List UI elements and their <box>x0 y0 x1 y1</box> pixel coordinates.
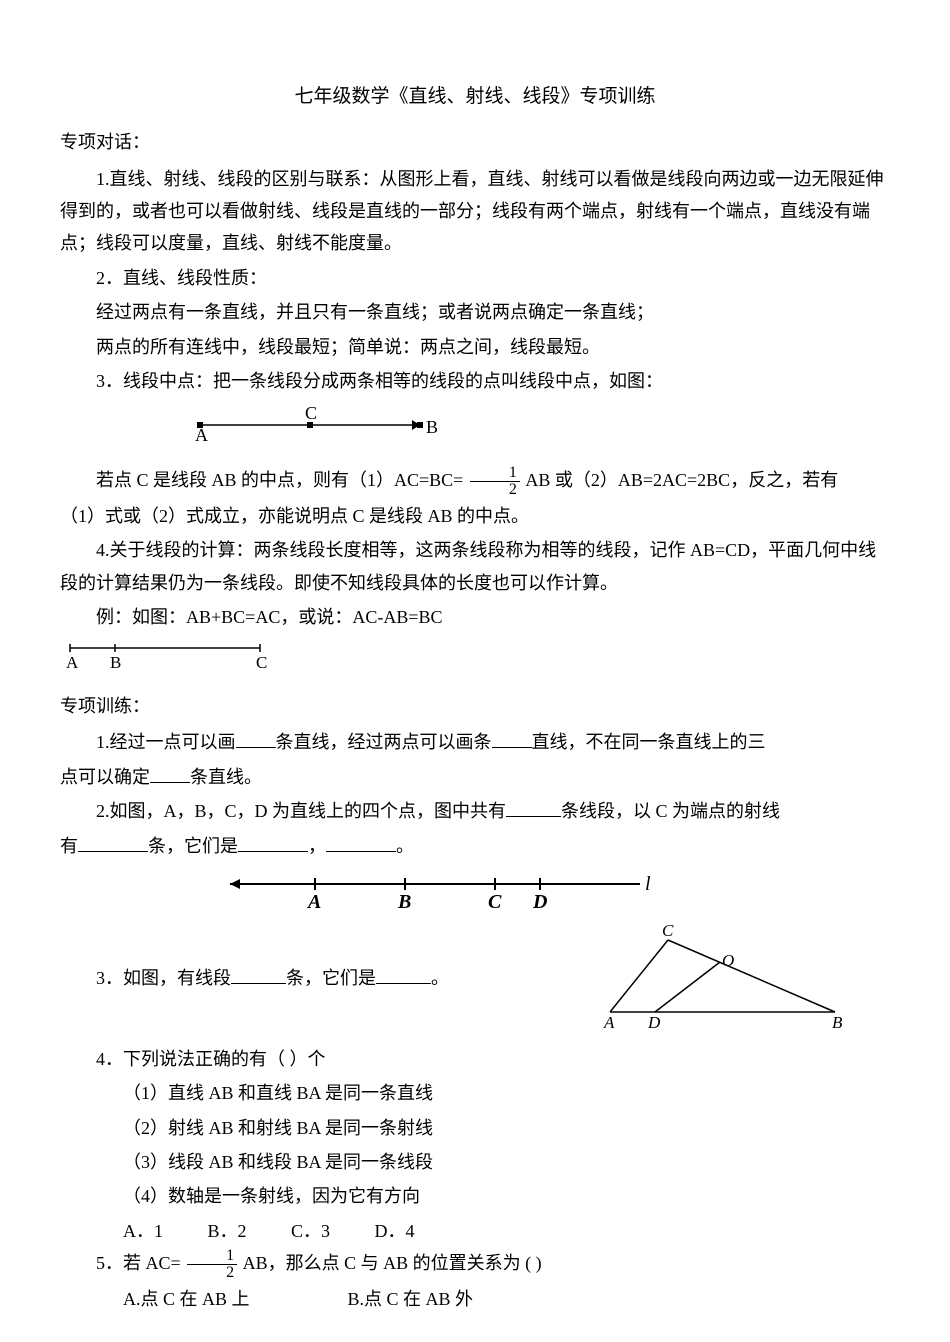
q1-c: 直线，不在同一条直线上的三 <box>532 732 766 752</box>
q4-choices: A．1 B．2 C．3 D．4 <box>60 1215 890 1247</box>
q5-choice-A: A.点 C 在 AB 上 <box>123 1283 343 1315</box>
q4-choice-A: A．1 <box>123 1221 163 1241</box>
label-A4: A <box>603 1013 615 1032</box>
diagram-line-abcd: A B C D l <box>220 870 890 924</box>
q4-opt-1: （1）直线 AB 和直线 BA 是同一条直线 <box>60 1077 890 1109</box>
diagram-midpoint: A C B <box>180 405 890 455</box>
q2-sep: ， <box>308 836 326 856</box>
q4-choice-C: C．3 <box>291 1221 330 1241</box>
label-B: B <box>426 417 438 437</box>
label-B2: B <box>110 653 121 672</box>
fraction-half-2: 1 2 <box>187 1248 237 1281</box>
para-1: 1.直线、射线、线段的区别与联系：从图形上看，直线、射线可以看做是线段向两边或一… <box>60 163 890 260</box>
question-1-cont: 点可以确定 条直线。 <box>60 761 890 793</box>
label-B3: B <box>397 891 411 913</box>
q2-end: 。 <box>396 836 414 856</box>
blank <box>492 730 532 748</box>
question-2: 2.如图，A，B，C，D 为直线上的四个点，图中共有 条线段，以 C 为端点的射线 <box>60 795 890 827</box>
para-4-cont: （1）式或（2）式成立，亦能说明点 C 是线段 AB 的中点。 <box>60 500 890 532</box>
q1-b: 条直线，经过两点可以画条 <box>276 732 492 752</box>
diagram-triangle: A B C D O <box>590 922 850 1042</box>
para-4: 若点 C 是线段 AB 的中点，则有（1）AC=BC= 1 2 AB 或（2）A… <box>60 464 890 498</box>
q1-e: 条直线。 <box>190 767 262 787</box>
label-C4: C <box>662 922 674 940</box>
label-C2: C <box>256 653 267 672</box>
q4-choice-D: D．4 <box>375 1221 415 1241</box>
q1-d: 点可以确定 <box>60 767 150 787</box>
blank <box>326 834 396 852</box>
q5-a: 5．若 AC= <box>96 1253 185 1273</box>
label-C: C <box>305 405 317 423</box>
frac-den: 2 <box>187 1265 237 1281</box>
q3-c: 。 <box>431 968 449 988</box>
question-5: 5．若 AC= 1 2 AB，那么点 C 与 AB 的位置关系为 ( ) <box>60 1247 890 1281</box>
label-O: O <box>722 951 734 970</box>
q2-b: 条线段，以 C 为端点的射线 <box>561 801 780 821</box>
p4-suffix: AB 或（2）AB=2AC=2BC，反之，若有 <box>525 470 838 490</box>
blank <box>231 966 286 984</box>
q2-c: 有 <box>60 836 78 856</box>
q2-d: 条，它们是 <box>148 836 238 856</box>
blank <box>238 834 308 852</box>
q5-b: AB，那么点 C 与 AB 的位置关系为 ( ) <box>243 1253 542 1273</box>
blank <box>78 834 148 852</box>
frac-den: 2 <box>470 482 520 498</box>
blank <box>506 799 561 817</box>
label-A2: A <box>66 653 79 672</box>
blank <box>376 966 431 984</box>
q3-a: 3．如图，有线段 <box>96 968 231 988</box>
blank <box>150 765 190 783</box>
label-A: A <box>195 425 208 445</box>
para-2a: 经过两点有一条直线，并且只有一条直线；或者说两点确定一条直线； <box>60 296 890 328</box>
question-2-cont: 有 条，它们是 ， 。 <box>60 830 890 862</box>
para-5a: 例：如图：AB+BC=AC，或说：AC-AB=BC <box>60 601 890 633</box>
diagram-abc: A B C <box>60 638 890 682</box>
para-5: 4.关于线段的计算：两条线段长度相等，这两条线段称为相等的线段，记作 AB=CD… <box>60 534 890 599</box>
dialogue-heading: 专项对话： <box>60 126 890 158</box>
q2-a: 2.如图，A，B，C，D 为直线上的四个点，图中共有 <box>96 801 506 821</box>
label-A3: A <box>306 891 321 913</box>
q4-opt-2: （2）射线 AB 和射线 BA 是同一条射线 <box>60 1112 890 1144</box>
q4-opt-4: （4）数轴是一条射线，因为它有方向 <box>60 1180 890 1212</box>
blank <box>236 730 276 748</box>
q4-opt-3: （3）线段 AB 和线段 BA 是同一条线段 <box>60 1146 890 1178</box>
fraction-half-1: 1 2 <box>470 465 520 498</box>
q4-choice-B: B．2 <box>208 1221 247 1241</box>
p4-prefix: 若点 C 是线段 AB 的中点，则有（1）AC=BC= <box>96 470 468 490</box>
label-C3: C <box>488 891 502 913</box>
para-3: 3．线段中点：把一条线段分成两条相等的线段的点叫线段中点，如图： <box>60 365 890 397</box>
q5-choices: A.点 C 在 AB 上 B.点 C 在 AB 外 <box>60 1283 890 1315</box>
label-D4: D <box>647 1013 661 1032</box>
frac-num: 1 <box>187 1248 237 1265</box>
training-heading: 专项训练： <box>60 690 890 722</box>
para-2: 2．直线、线段性质： <box>60 262 890 294</box>
question-1: 1.经过一点可以画 条直线，经过两点可以画条 直线，不在同一条直线上的三 <box>60 726 890 758</box>
page-title: 七年级数学《直线、射线、线段》专项训练 <box>60 80 890 114</box>
frac-num: 1 <box>470 465 520 482</box>
q3-b: 条，它们是 <box>286 968 376 988</box>
para-2b: 两点的所有连线中，线段最短；简单说：两点之间，线段最短。 <box>60 331 890 363</box>
question-4: 4．下列说法正确的有（ ）个 <box>60 1043 890 1075</box>
q1-a: 1.经过一点可以画 <box>96 732 236 752</box>
q5-choice-B: B.点 C 在 AB 外 <box>348 1289 474 1309</box>
label-B4: B <box>832 1013 843 1032</box>
label-D3: D <box>532 891 547 913</box>
label-l: l <box>645 873 651 895</box>
